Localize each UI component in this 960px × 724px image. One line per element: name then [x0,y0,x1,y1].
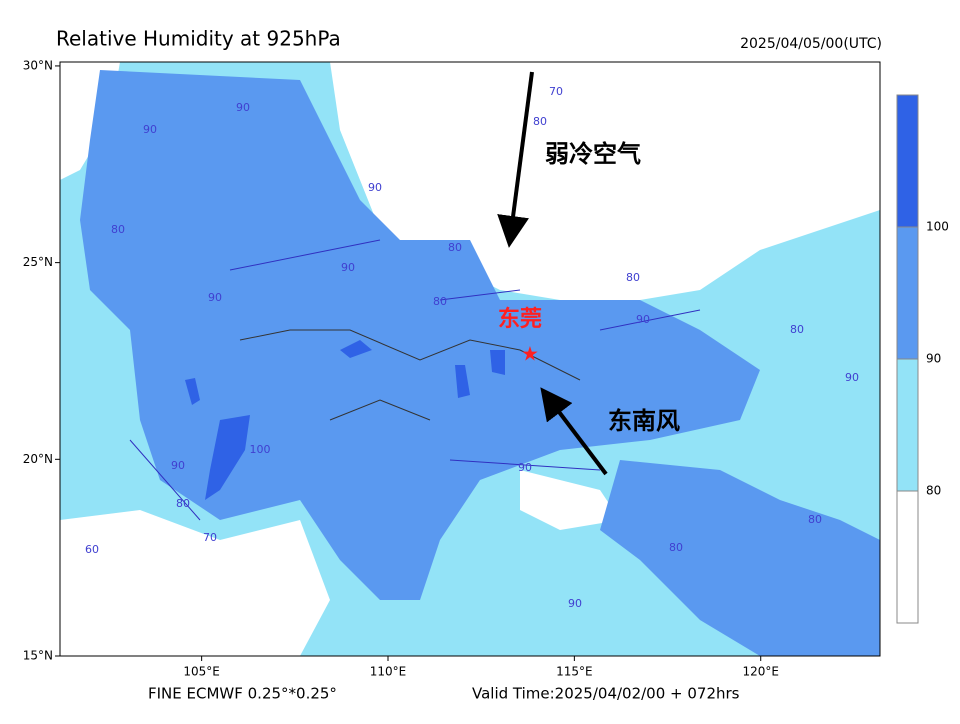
contour-label: 80 [433,295,447,308]
colorbar-label: 80 [926,484,941,498]
contour-labels: 90 80 90 90 80 90 100 90 80 70 60 90 80 … [85,85,859,610]
wind-arrow [540,387,608,476]
contour-label: 90 [518,461,532,474]
footer-model: FINE ECMWF 0.25°*0.25° [148,685,337,703]
colorbar-label: 90 [926,352,941,366]
cold-air-label: 弱冷空气 [545,140,641,168]
humidity-field [60,62,880,656]
colorbar-segment [896,94,919,228]
colorbar-label: 100 [926,220,949,234]
contour-label: 90 [368,181,382,194]
colorbar-segment [896,490,919,624]
contour-label: 80 [448,241,462,254]
lon-tick-label: 115°E [556,665,593,679]
city-label: 东莞 [498,306,542,332]
contour-label: 90 [568,597,582,610]
contour-label: 90 [341,261,355,274]
contour-label: 80 [111,223,125,236]
contour-label: 80 [790,323,804,336]
contour-label: 90 [636,313,650,326]
contour-label: 80 [669,541,683,554]
contour-label: 90 [143,123,157,136]
contour-label: 80 [626,271,640,284]
contour-label: 90 [208,291,222,304]
wind-label: 东南风 [608,407,680,435]
time: 2025/04/05/00(UTC) [740,36,882,52]
lat-tick-label: 30°N [23,58,53,72]
colorbar-segment [896,226,919,360]
contour-label: 70 [203,531,217,544]
colorbar-segment [896,358,919,492]
lon-tick-label: 120°E [742,665,779,679]
lat-tick-label: 15°N [23,649,53,663]
cold-air-arrow [497,71,534,248]
lon-tick-label: 110°E [370,665,407,679]
contour-label: 80 [176,497,190,510]
contour-label: 90 [236,101,250,114]
footer-valid: Valid Time:2025/04/02/00 + 072hrs [472,685,740,703]
map-frame [59,61,881,657]
title: Relative Humidity at 925hPa [56,27,341,51]
contour-label: 80 [533,115,547,128]
contour-label: 90 [171,459,185,472]
contour-label: 100 [250,443,271,456]
lat-tick-label: 20°N [23,452,53,466]
contour-label: 90 [845,371,859,384]
city-marker: ★ [521,342,539,366]
lat-tick-label: 25°N [23,255,53,269]
lon-tick-label: 105°E [183,665,220,679]
contour-label: 60 [85,543,99,556]
contour-label: 70 [549,85,563,98]
contour-label: 80 [808,513,822,526]
